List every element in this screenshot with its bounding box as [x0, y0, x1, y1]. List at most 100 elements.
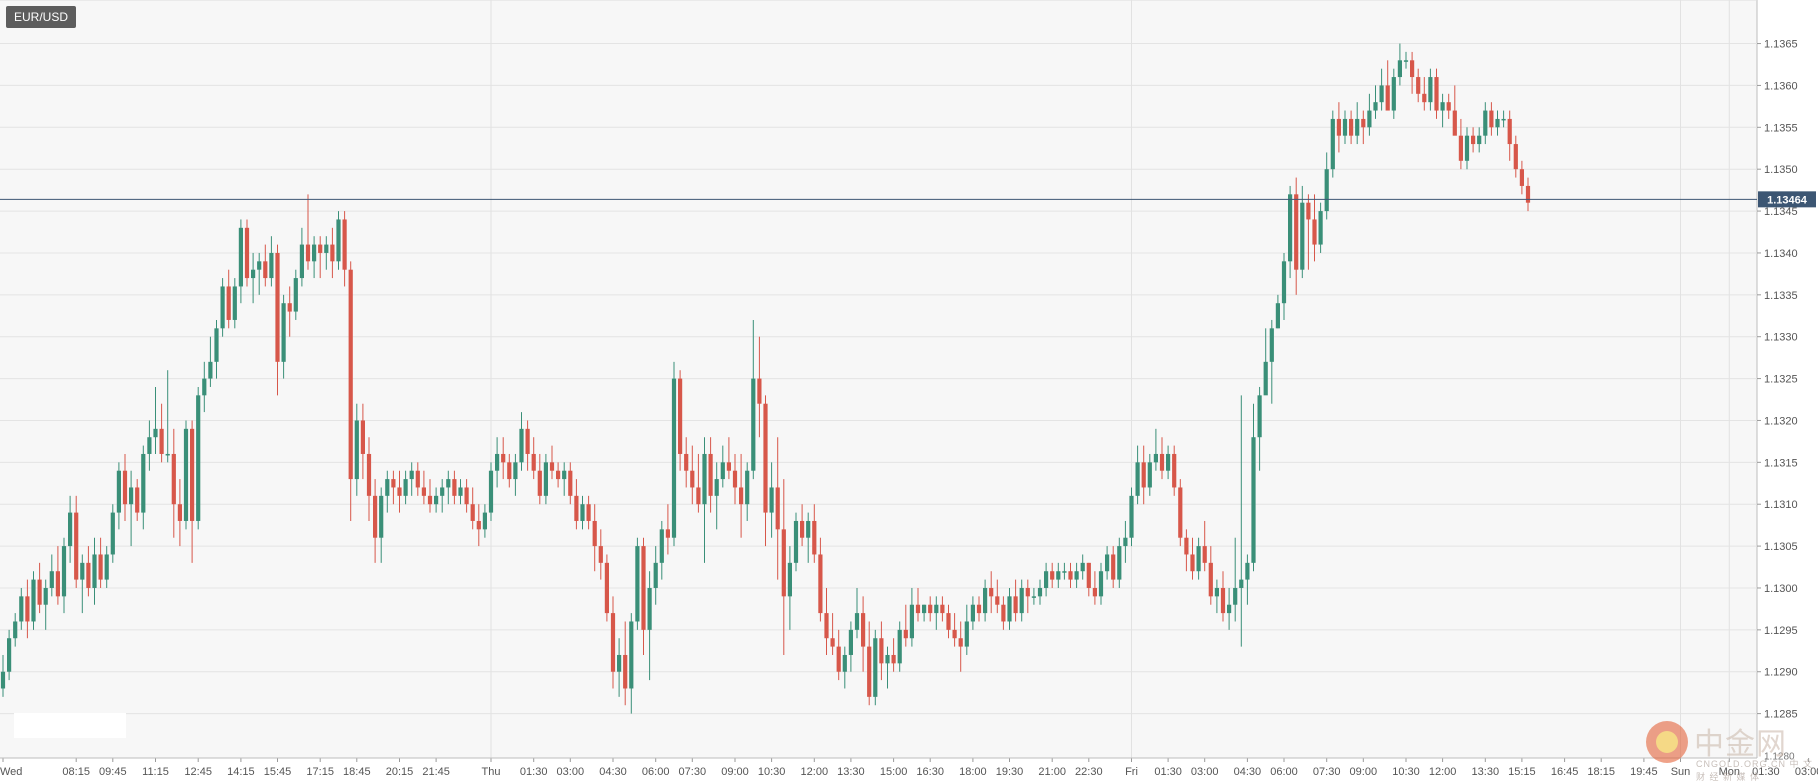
- candle[interactable]: [1336, 102, 1341, 153]
- candle[interactable]: [397, 470, 402, 513]
- candle[interactable]: [299, 227, 304, 287]
- candle[interactable]: [714, 462, 719, 530]
- candle[interactable]: [232, 278, 237, 329]
- candle[interactable]: [1105, 546, 1110, 580]
- candle[interactable]: [647, 571, 652, 681]
- candle[interactable]: [1288, 185, 1293, 279]
- candle[interactable]: [745, 462, 750, 521]
- candle[interactable]: [1172, 445, 1177, 496]
- candle[interactable]: [1519, 160, 1524, 195]
- candle[interactable]: [409, 462, 414, 496]
- candle[interactable]: [269, 236, 274, 287]
- candle[interactable]: [1056, 562, 1061, 588]
- candle[interactable]: [1044, 562, 1049, 597]
- candle[interactable]: [537, 453, 542, 505]
- candle[interactable]: [183, 420, 189, 530]
- candle[interactable]: [1294, 177, 1299, 295]
- candle[interactable]: [501, 437, 506, 480]
- candle[interactable]: [312, 236, 317, 279]
- candle[interactable]: [476, 504, 481, 547]
- candle[interactable]: [665, 504, 670, 555]
- candle[interactable]: [421, 470, 426, 505]
- candle[interactable]: [37, 562, 42, 614]
- candle[interactable]: [964, 604, 969, 655]
- candle[interactable]: [464, 479, 469, 513]
- candle[interactable]: [1379, 68, 1384, 111]
- candle[interactable]: [885, 646, 890, 689]
- candle[interactable]: [324, 236, 329, 270]
- candle[interactable]: [739, 453, 744, 538]
- candle[interactable]: [348, 261, 353, 521]
- candle[interactable]: [1227, 587, 1232, 630]
- candle[interactable]: [800, 504, 805, 547]
- candle[interactable]: [238, 219, 243, 304]
- candle[interactable]: [379, 487, 384, 563]
- candle[interactable]: [1373, 85, 1378, 119]
- candle[interactable]: [190, 420, 195, 563]
- candle[interactable]: [208, 336, 213, 387]
- candle[interactable]: [1464, 127, 1470, 170]
- candle[interactable]: [19, 587, 24, 630]
- candle[interactable]: [440, 479, 445, 513]
- candle[interactable]: [629, 613, 634, 714]
- candle[interactable]: [1410, 51, 1415, 94]
- candle[interactable]: [1330, 110, 1335, 178]
- candle[interactable]: [708, 437, 713, 513]
- candle[interactable]: [854, 587, 860, 639]
- candle[interactable]: [775, 437, 780, 580]
- candle[interactable]: [1019, 579, 1024, 622]
- candle[interactable]: [336, 211, 341, 270]
- candle[interactable]: [1324, 152, 1329, 220]
- candle[interactable]: [214, 319, 219, 379]
- candle[interactable]: [1428, 68, 1433, 111]
- candle[interactable]: [1220, 571, 1226, 622]
- candle[interactable]: [159, 403, 164, 463]
- candle[interactable]: [769, 462, 774, 538]
- candle[interactable]: [31, 571, 36, 630]
- candle[interactable]: [946, 604, 951, 639]
- candle[interactable]: [867, 621, 872, 706]
- candle[interactable]: [244, 219, 250, 287]
- candle[interactable]: [1159, 437, 1165, 480]
- candle[interactable]: [556, 462, 561, 488]
- candle[interactable]: [366, 437, 372, 521]
- candle[interactable]: [623, 621, 628, 706]
- candle[interactable]: [1275, 294, 1280, 329]
- candle[interactable]: [580, 495, 585, 530]
- candle[interactable]: [897, 621, 902, 672]
- candle[interactable]: [281, 294, 286, 379]
- candle[interactable]: [922, 604, 927, 622]
- candle[interactable]: [732, 453, 738, 505]
- candle[interactable]: [830, 613, 835, 655]
- candle[interactable]: [1062, 562, 1067, 580]
- candle[interactable]: [1086, 562, 1091, 597]
- candle[interactable]: [1129, 487, 1134, 547]
- candle[interactable]: [55, 546, 60, 605]
- candle[interactable]: [903, 604, 908, 647]
- candle[interactable]: [617, 638, 622, 697]
- candle[interactable]: [702, 437, 707, 563]
- candle[interactable]: [135, 479, 140, 521]
- candle[interactable]: [403, 470, 408, 505]
- candle[interactable]: [342, 211, 347, 287]
- candle[interactable]: [1385, 60, 1390, 111]
- candle[interactable]: [1355, 102, 1360, 145]
- candle[interactable]: [928, 596, 933, 622]
- candle[interactable]: [257, 252, 262, 295]
- candle[interactable]: [385, 470, 390, 513]
- candle[interactable]: [1300, 185, 1305, 279]
- candle[interactable]: [891, 638, 896, 672]
- candle[interactable]: [1495, 110, 1500, 136]
- candle[interactable]: [671, 361, 677, 547]
- candle[interactable]: [684, 437, 689, 488]
- candle[interactable]: [1342, 110, 1348, 145]
- candle[interactable]: [1471, 127, 1476, 153]
- candle[interactable]: [1525, 177, 1531, 212]
- candle[interactable]: [513, 453, 518, 496]
- candle[interactable]: [171, 428, 176, 538]
- candle[interactable]: [287, 286, 292, 337]
- candle[interactable]: [141, 445, 146, 530]
- candle[interactable]: [519, 412, 524, 471]
- candle[interactable]: [678, 370, 683, 471]
- candle[interactable]: [482, 504, 487, 538]
